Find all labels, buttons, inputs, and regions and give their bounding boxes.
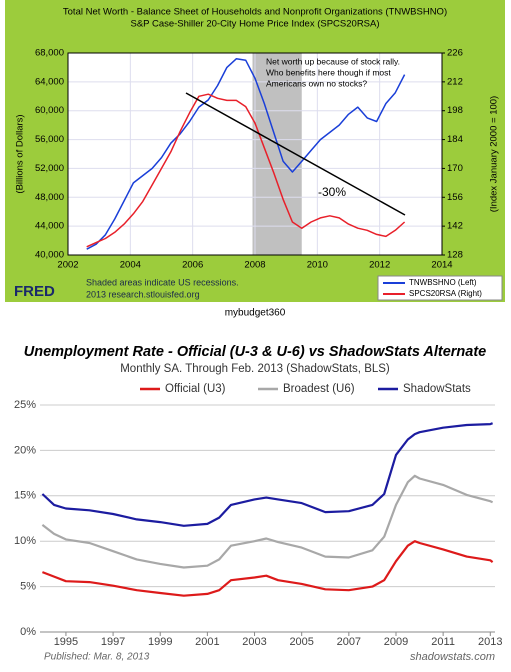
y-tick-label: 0% (20, 626, 36, 638)
y-tick-label: 68,000 (35, 48, 64, 59)
series-line (41, 422, 494, 527)
y2-tick-label: 156 (447, 192, 463, 203)
x-tick-label: 2003 (242, 636, 266, 648)
x-tick-label: 2009 (384, 636, 408, 648)
x-tick-label: 2002 (57, 260, 78, 271)
y-tick-label: 15% (14, 490, 36, 502)
plot-frame (67, 52, 443, 256)
y-tick-label: 48,000 (35, 192, 64, 203)
chart-subtitle: Monthly SA. Through Feb. 2013 (ShadowSta… (120, 363, 390, 375)
x-tick-label: 2001 (195, 636, 219, 648)
y-axis-label: (Billions of Dollars) (15, 114, 26, 193)
recession-shade (252, 53, 302, 255)
chart-title: Total Net Worth - Balance Sheet of House… (63, 7, 447, 18)
y-tick-label: 64,000 (35, 76, 64, 87)
chart-subtitle: S&P Case-Shiller 20-City Home Price Inde… (130, 19, 379, 30)
y-tick-label: 52,000 (35, 163, 64, 174)
y2-tick-label: 128 (447, 250, 463, 261)
annotation: -30% (318, 185, 346, 199)
y2-tick-label: 170 (447, 163, 463, 174)
y2-tick-label: 198 (447, 105, 463, 116)
legend-label: Broadest (U6) (283, 383, 355, 395)
x-tick-label: 2011 (431, 636, 455, 648)
x-tick-label: 1997 (101, 636, 125, 648)
y-tick-label: 20% (14, 444, 36, 456)
series-line (41, 474, 494, 569)
caption: mybudget360 (225, 308, 286, 319)
trend-line (185, 92, 406, 216)
series-line (86, 93, 406, 248)
chart-title: Unemployment Rate - Official (U-3 & U-6)… (24, 344, 486, 360)
x-tick-label: 2005 (289, 636, 313, 648)
legend-label: TNWBSHNO (Left) (409, 278, 477, 287)
note: 2013 research.stlouisfed.org (86, 289, 200, 299)
y-tick-label: 56,000 (35, 134, 64, 145)
y-tick-label: 25% (14, 399, 36, 411)
y-tick-label: 10% (14, 535, 36, 547)
y2-axis-label: (Index January 2000 = 100) (489, 96, 500, 212)
note: Shaded areas indicate US recessions. (86, 277, 239, 287)
series-line (86, 58, 406, 250)
x-tick-label: 2006 (182, 260, 203, 271)
x-tick-label: 2012 (369, 260, 390, 271)
x-tick-label: 2007 (337, 636, 361, 648)
y2-tick-label: 142 (447, 221, 463, 232)
logo: FRED (14, 283, 55, 300)
y2-tick-label: 212 (447, 76, 463, 87)
annotation: Net worth up because of stock rally. (266, 56, 400, 66)
x-tick-label: 2010 (307, 260, 328, 271)
annotation: Americans own no stocks? (266, 78, 367, 88)
x-tick-label: 2014 (431, 260, 452, 271)
x-tick-label: 2004 (120, 260, 141, 271)
website: shadowstats.com (410, 651, 495, 663)
legend-box (377, 275, 503, 301)
y-tick-label: 60,000 (35, 105, 64, 116)
annotation: Who benefits here though if most (266, 67, 391, 77)
y2-tick-label: 226 (447, 48, 463, 59)
legend-label: SPCS20RSA (Right) (409, 289, 482, 298)
y-tick-label: 40,000 (35, 250, 64, 261)
x-tick-label: 1995 (54, 636, 78, 648)
y2-tick-label: 184 (447, 134, 463, 145)
x-tick-label: 2008 (244, 260, 265, 271)
x-tick-label: 2013 (478, 636, 502, 648)
y-tick-label: 44,000 (35, 221, 64, 232)
source: Published: Mar. 8, 2013 (44, 652, 150, 663)
legend-label: Official (U3) (165, 383, 226, 395)
plot-frame (40, 405, 495, 632)
x-tick-label: 1999 (148, 636, 172, 648)
y-tick-label: 5% (20, 581, 36, 593)
legend-label: ShadowStats (403, 383, 471, 395)
series-line (42, 540, 494, 597)
